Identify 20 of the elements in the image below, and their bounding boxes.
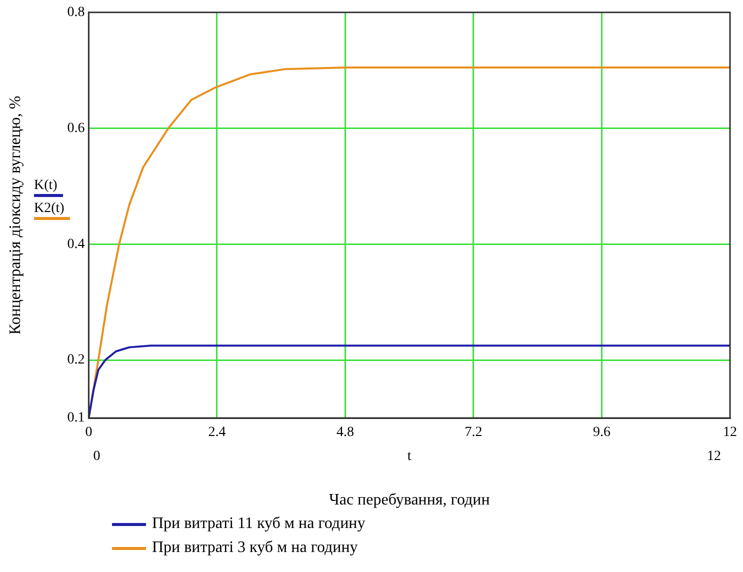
x-axis-title: Час перебування, годин: [328, 492, 490, 509]
x-tick-label: 0: [85, 425, 92, 440]
x-tick-label: 4.8: [336, 425, 354, 440]
y-tick-label: 0.2: [67, 352, 85, 368]
x-tick-label: 2.4: [208, 425, 226, 440]
y-tick-label: 0.6: [67, 120, 85, 136]
legend-label: При витраті 3 куб м на годину: [152, 539, 358, 557]
x-tick-label: 9.6: [592, 425, 610, 440]
text: 0: [93, 449, 100, 465]
y-tick-label: 0.4: [67, 236, 85, 252]
text: K2(t): [34, 201, 70, 220]
y-tick-label: 0.1: [67, 410, 85, 426]
x-tick-label: 12: [723, 425, 737, 440]
y-axis-title: Концентрація діоксиду вуглецю, %: [6, 96, 24, 335]
y-tick-label: 0.8: [67, 5, 85, 20]
text: K(t): [34, 178, 64, 197]
legend-label: При витраті 11 куб м на годину: [152, 515, 366, 533]
x-tick-label: 7.2: [464, 425, 482, 440]
text: t: [407, 449, 412, 465]
text: 12: [707, 449, 721, 465]
